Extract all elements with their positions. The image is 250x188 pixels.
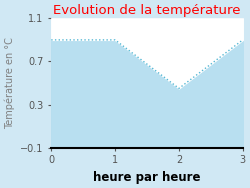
X-axis label: heure par heure: heure par heure [93, 171, 201, 184]
Title: Evolution de la température: Evolution de la température [53, 4, 241, 17]
Y-axis label: Température en °C: Température en °C [4, 37, 15, 129]
